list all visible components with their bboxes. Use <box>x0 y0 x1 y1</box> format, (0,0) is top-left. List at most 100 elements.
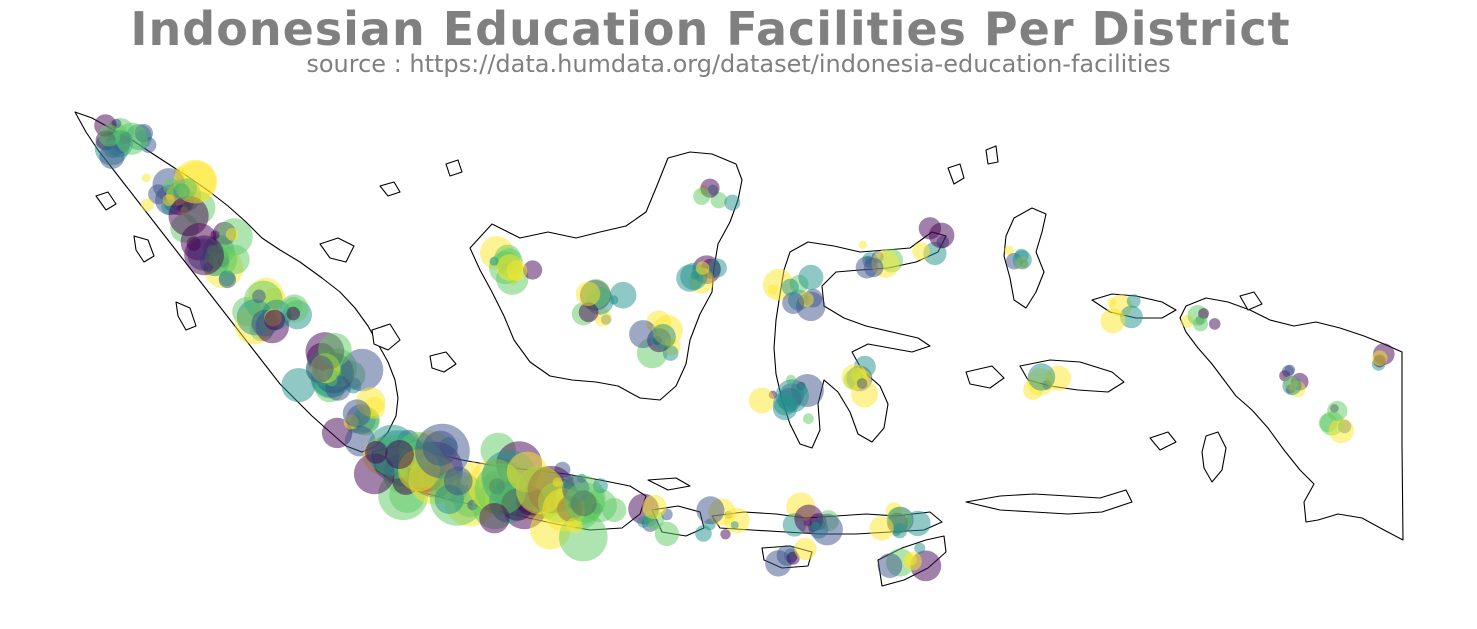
island-aru <box>1201 431 1227 483</box>
district-bubble <box>877 553 903 578</box>
district-bubble <box>210 230 220 240</box>
island-mentawai <box>175 301 197 331</box>
district-bubble <box>552 477 562 487</box>
district-bubble <box>342 399 371 428</box>
island-belitung <box>429 351 457 373</box>
district-bubble <box>1126 294 1141 308</box>
district-bubble <box>141 173 151 183</box>
district-bubble <box>642 494 667 519</box>
district-bubble <box>902 551 922 571</box>
district-bubble <box>115 122 148 155</box>
district-bubble <box>858 240 867 249</box>
district-bubble <box>225 227 239 241</box>
district-bubble <box>707 258 727 278</box>
district-bubble <box>811 521 821 531</box>
map-subtitle: source : https://data.humdata.org/datase… <box>306 50 1171 78</box>
district-bubble <box>914 542 926 554</box>
district-bubble <box>720 529 731 540</box>
island-simeulue <box>95 191 117 211</box>
district-bubble <box>851 380 879 408</box>
district-bubble <box>1328 418 1354 444</box>
district-bubble <box>811 513 843 546</box>
district-bubble <box>724 194 741 211</box>
district-bubble <box>1012 250 1032 270</box>
island-talaud <box>947 163 965 185</box>
district-bubble <box>184 235 225 276</box>
district-bubble <box>637 516 649 528</box>
island-papua <box>1179 297 1404 541</box>
district-bubble <box>98 124 121 147</box>
district-bubble <box>264 309 285 331</box>
district-bubble <box>1100 308 1126 334</box>
district-bubble <box>912 242 930 260</box>
district-bubble <box>575 281 601 307</box>
district-bubble <box>803 413 814 425</box>
district-bubble <box>918 217 942 240</box>
district-bubble <box>1004 245 1014 256</box>
district-bubble <box>693 187 711 205</box>
island-riau <box>319 237 355 263</box>
district-bubble <box>340 348 384 392</box>
district-bubble <box>176 178 198 199</box>
district-bubble <box>523 260 543 280</box>
district-bubble <box>794 537 817 561</box>
island-madura <box>647 477 691 491</box>
district-bubble <box>479 503 510 534</box>
district-bubble <box>286 306 301 321</box>
district-bubble <box>767 284 778 295</box>
district-bubble <box>489 256 499 266</box>
district-bubble <box>654 521 680 547</box>
district-bubble <box>892 523 908 539</box>
district-bubble <box>1327 400 1348 421</box>
district-bubble <box>506 260 528 282</box>
district-bubble <box>385 440 414 469</box>
district-bubble <box>765 550 792 577</box>
district-bubble <box>629 320 658 349</box>
island-natuna <box>445 159 463 177</box>
island-timor-east <box>965 489 1133 515</box>
district-bubble <box>869 516 894 541</box>
island-wetar <box>1149 431 1177 451</box>
district-bubble <box>566 517 583 534</box>
district-bubble <box>219 270 235 287</box>
map-title: Indonesian Education Facilities Per Dist… <box>130 2 1291 56</box>
island-bangka <box>371 323 401 351</box>
district-bubble <box>1282 376 1302 396</box>
district-bubble <box>863 257 884 278</box>
island-buru <box>965 365 1005 389</box>
district-bubble <box>162 194 175 206</box>
island-sangihe <box>985 145 999 165</box>
district-bubble <box>1193 316 1208 332</box>
district-bubble <box>798 264 824 290</box>
district-bubble <box>609 281 637 309</box>
district-bubbles <box>94 114 1395 582</box>
district-bubble <box>364 440 388 464</box>
district-bubble <box>443 466 473 496</box>
district-bubble <box>748 387 775 414</box>
district-bubble <box>578 302 599 323</box>
district-bubble <box>305 355 334 383</box>
district-bubble <box>1027 363 1056 391</box>
island-kei <box>1239 291 1263 311</box>
district-bubble <box>1371 350 1388 366</box>
district-bubble <box>696 496 725 525</box>
district-bubble <box>281 368 316 403</box>
district-bubble <box>99 143 125 169</box>
district-bubble <box>415 423 470 479</box>
district-bubble <box>782 292 805 314</box>
district-bubble <box>856 378 868 389</box>
district-bubble <box>730 521 739 530</box>
district-bubble <box>773 391 798 416</box>
island-nias <box>133 235 155 263</box>
district-bubble <box>1198 308 1209 319</box>
district-bubble <box>140 198 154 212</box>
district-bubble <box>1120 305 1143 329</box>
district-bubble <box>1284 364 1296 376</box>
district-bubble <box>695 261 710 276</box>
district-bubble <box>650 324 676 350</box>
district-bubble <box>564 482 605 523</box>
district-bubble <box>781 278 799 296</box>
district-bubble <box>1208 318 1221 330</box>
district-bubble <box>252 289 266 304</box>
